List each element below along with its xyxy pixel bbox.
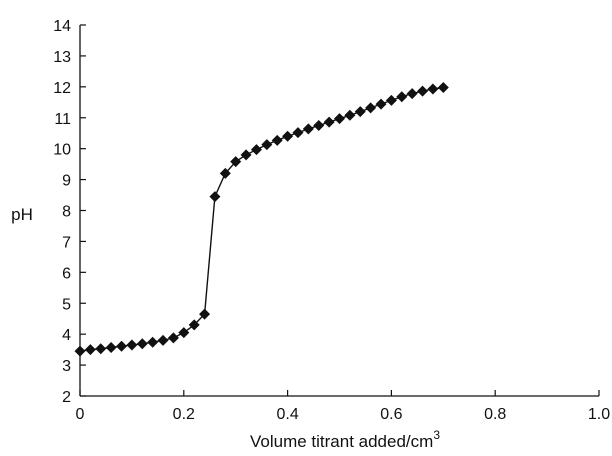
y-axis-title: pH — [11, 205, 33, 224]
data-point-diamond — [84, 344, 96, 356]
data-point-diamond — [406, 88, 418, 100]
data-point-diamond — [95, 343, 107, 355]
data-point-diamond — [219, 167, 231, 179]
data-point-diamond — [240, 149, 252, 161]
data-point-diamond — [437, 81, 449, 93]
data-point-diamond — [126, 339, 138, 351]
y-tick-label: 8 — [62, 204, 71, 221]
data-point-diamond — [313, 119, 325, 131]
y-tick-label: 11 — [54, 111, 71, 128]
data-point-diamond — [323, 116, 335, 128]
data-point-diamond — [354, 106, 366, 118]
data-point-diamond — [417, 85, 429, 97]
y-tick-label: 2 — [62, 389, 71, 406]
x-tick-label: 0 — [76, 406, 85, 423]
data-point-diamond — [147, 336, 159, 348]
data-point-diamond — [74, 345, 86, 357]
data-point-diamond — [365, 102, 377, 114]
x-ticks: 0 0.2 0.4 0.6 0.8 1.0 — [76, 390, 610, 423]
x-tick-label: 0.4 — [276, 406, 298, 423]
data-point-diamond — [157, 334, 169, 346]
data-point-diamond — [427, 83, 439, 95]
data-point-diamond — [271, 134, 283, 146]
data-point-diamond — [209, 191, 221, 203]
data-point-diamond — [230, 156, 242, 168]
data-point-diamond — [188, 319, 200, 331]
data-point-diamond — [282, 130, 294, 142]
y-tick-label: 3 — [62, 358, 71, 375]
data-point-diamond — [344, 109, 356, 121]
data-point-diamond — [250, 144, 262, 156]
y-tick-label: 13 — [53, 49, 71, 66]
x-tick-label: 0.6 — [380, 406, 402, 423]
x-axis-title: Volume titrant added/cm3 — [250, 428, 440, 451]
data-point-diamond — [375, 98, 387, 110]
y-tick-label: 9 — [62, 173, 71, 190]
y-tick-label: 5 — [62, 296, 71, 313]
y-tick-label: 7 — [62, 234, 71, 251]
data-point-diamond — [302, 123, 314, 135]
x-tick-label: 0.2 — [173, 406, 195, 423]
data-point-diamond — [105, 341, 117, 353]
data-point-diamond — [396, 91, 408, 103]
x-tick-label: 0.8 — [484, 406, 506, 423]
y-tick-label: 4 — [62, 327, 71, 344]
y-ticks: 2 3 4 5 6 7 8 9 10 11 12 13 14 — [53, 18, 86, 406]
y-tick-label: 6 — [62, 265, 71, 282]
data-point-diamond — [178, 327, 190, 339]
data-point-diamond — [136, 338, 148, 350]
y-tick-label: 10 — [53, 142, 71, 159]
data-point-diamond — [334, 113, 345, 125]
x-axis-title-superscript: 3 — [433, 428, 440, 442]
y-tick-label: 14 — [53, 18, 71, 35]
data-point-diamond — [261, 139, 273, 151]
data-point-diamond — [199, 308, 211, 320]
data-points — [74, 81, 449, 357]
x-axis-title-text: Volume titrant added/cm — [250, 432, 433, 451]
titration-curve-line — [79, 86, 444, 352]
data-point-diamond — [292, 127, 304, 139]
data-point-diamond — [116, 340, 128, 352]
x-tick-label: 1.0 — [588, 406, 610, 423]
y-tick-label: 12 — [53, 80, 71, 97]
data-point-diamond — [385, 94, 397, 106]
data-point-diamond — [167, 332, 179, 344]
